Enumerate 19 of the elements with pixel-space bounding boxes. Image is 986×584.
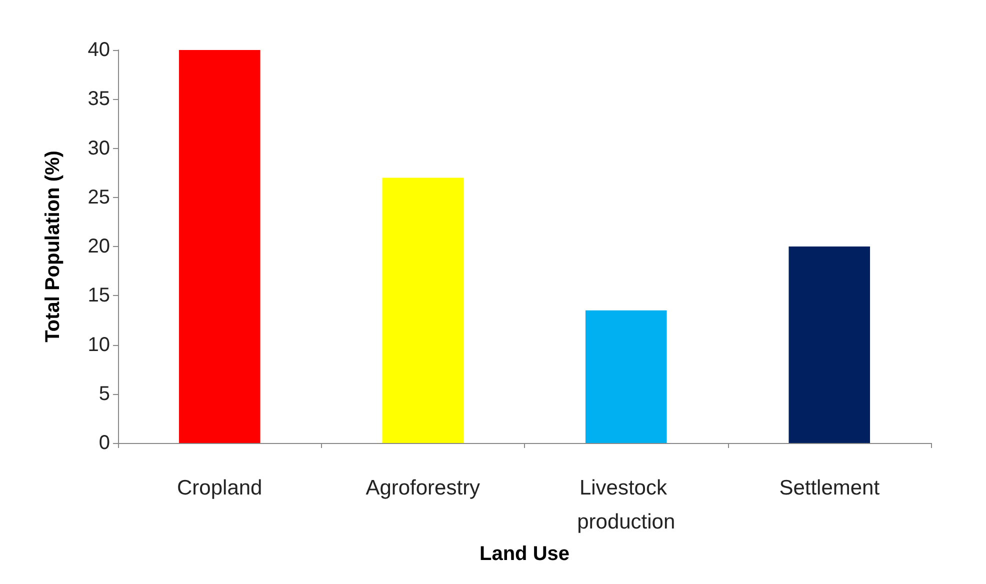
bar	[382, 178, 464, 443]
x-tick-label: Agroforestry	[366, 476, 481, 500]
x-tick-label: Cropland	[177, 476, 262, 500]
y-tick-label: 30	[88, 137, 110, 160]
bar	[788, 246, 870, 443]
x-axis-title: Land Use	[479, 542, 570, 565]
y-tick-label: 10	[88, 334, 110, 356]
x-tick-label: Livestock production	[577, 476, 676, 534]
y-axis-title: Total Population (%)	[42, 150, 64, 342]
y-tick-label: 0	[98, 432, 110, 454]
y-tick-label: 25	[88, 186, 110, 208]
x-tick-label: Settlement	[779, 476, 880, 500]
y-tick-label: 5	[98, 382, 110, 405]
y-tick-label: 40	[88, 39, 110, 61]
y-tick-label: 15	[88, 284, 110, 307]
y-tick-label: 20	[88, 236, 110, 258]
bar	[178, 50, 260, 443]
bar	[585, 310, 667, 443]
y-tick-label: 35	[88, 88, 110, 110]
